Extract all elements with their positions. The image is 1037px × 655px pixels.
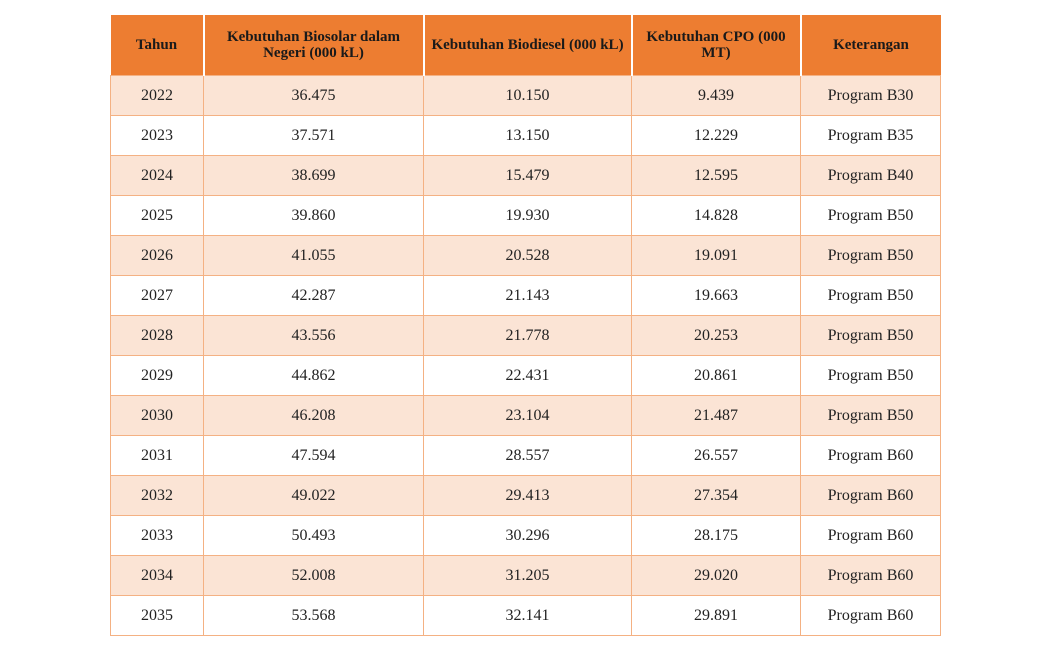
cell-year: 2030 <box>110 395 204 436</box>
header-row: Tahun Kebutuhan Biosolar dalam Negeri (0… <box>110 15 941 76</box>
cell-keterangan: Program B40 <box>800 155 941 196</box>
header-tahun: Tahun <box>110 15 205 76</box>
cell-keterangan: Program B60 <box>800 435 941 476</box>
cell-cpo: 26.557 <box>631 435 801 476</box>
cell-cpo: 12.229 <box>631 115 801 156</box>
cell-biosolar: 39.860 <box>203 195 424 236</box>
table-row: 2029 44.862 22.431 20.861 Program B50 <box>110 355 941 396</box>
cell-biodiesel: 20.528 <box>423 235 632 276</box>
cell-keterangan: Program B50 <box>800 395 941 436</box>
table-row: 2023 37.571 13.150 12.229 Program B35 <box>110 115 941 156</box>
cell-biodiesel: 10.150 <box>423 75 632 116</box>
biodiesel-demand-table: Tahun Kebutuhan Biosolar dalam Negeri (0… <box>110 15 941 636</box>
cell-keterangan: Program B50 <box>800 275 941 316</box>
cell-cpo: 12.595 <box>631 155 801 196</box>
cell-biodiesel: 23.104 <box>423 395 632 436</box>
table-row: 2027 42.287 21.143 19.663 Program B50 <box>110 275 941 316</box>
cell-biodiesel: 19.930 <box>423 195 632 236</box>
cell-keterangan: Program B60 <box>800 515 941 556</box>
cell-keterangan: Program B50 <box>800 195 941 236</box>
cell-keterangan: Program B50 <box>800 235 941 276</box>
cell-biosolar: 37.571 <box>203 115 424 156</box>
cell-year: 2023 <box>110 115 204 156</box>
cell-biosolar: 38.699 <box>203 155 424 196</box>
cell-year: 2026 <box>110 235 204 276</box>
table-row: 2022 36.475 10.150 9.439 Program B30 <box>110 75 941 116</box>
cell-keterangan: Program B35 <box>800 115 941 156</box>
table-row: 2028 43.556 21.778 20.253 Program B50 <box>110 315 941 356</box>
cell-year: 2029 <box>110 355 204 396</box>
cell-cpo: 20.253 <box>631 315 801 356</box>
cell-biosolar: 42.287 <box>203 275 424 316</box>
cell-biosolar: 36.475 <box>203 75 424 116</box>
cell-biodiesel: 32.141 <box>423 595 632 636</box>
table-row: 2026 41.055 20.528 19.091 Program B50 <box>110 235 941 276</box>
cell-biodiesel: 13.150 <box>423 115 632 156</box>
cell-year: 2022 <box>110 75 204 116</box>
cell-biodiesel: 28.557 <box>423 435 632 476</box>
cell-keterangan: Program B50 <box>800 355 941 396</box>
cell-cpo: 9.439 <box>631 75 801 116</box>
header-cpo: Kebutuhan CPO (000 MT) <box>631 15 802 76</box>
table-body: 2022 36.475 10.150 9.439 Program B30 2023 37.5… <box>110 75 941 636</box>
cell-biosolar: 47.594 <box>203 435 424 476</box>
cell-cpo: 27.354 <box>631 475 801 516</box>
cell-biosolar: 49.022 <box>203 475 424 516</box>
cell-year: 2032 <box>110 475 204 516</box>
cell-biodiesel: 22.431 <box>423 355 632 396</box>
table-row: 2025 39.860 19.930 14.828 Program B50 <box>110 195 941 236</box>
header-keterangan: Keterangan <box>800 15 941 76</box>
cell-year: 2033 <box>110 515 204 556</box>
cell-year: 2024 <box>110 155 204 196</box>
cell-biosolar: 46.208 <box>203 395 424 436</box>
table-row: 2032 49.022 29.413 27.354 Program B60 <box>110 475 941 516</box>
cell-cpo: 20.861 <box>631 355 801 396</box>
cell-keterangan: Program B60 <box>800 555 941 596</box>
table-row: 2024 38.699 15.479 12.595 Program B40 <box>110 155 941 196</box>
cell-biosolar: 44.862 <box>203 355 424 396</box>
cell-biodiesel: 29.413 <box>423 475 632 516</box>
cell-biodiesel: 31.205 <box>423 555 632 596</box>
cell-year: 2028 <box>110 315 204 356</box>
header-biodiesel: Kebutuhan Biodiesel (000 kL) <box>423 15 633 76</box>
cell-year: 2035 <box>110 595 204 636</box>
cell-cpo: 14.828 <box>631 195 801 236</box>
cell-biosolar: 52.008 <box>203 555 424 596</box>
cell-keterangan: Program B60 <box>800 595 941 636</box>
cell-year: 2025 <box>110 195 204 236</box>
table-row: 2031 47.594 28.557 26.557 Program B60 <box>110 435 941 476</box>
table-row: 2030 46.208 23.104 21.487 Program B50 <box>110 395 941 436</box>
cell-keterangan: Program B50 <box>800 315 941 356</box>
table-row: 2033 50.493 30.296 28.175 Program B60 <box>110 515 941 556</box>
cell-biosolar: 43.556 <box>203 315 424 356</box>
cell-biodiesel: 30.296 <box>423 515 632 556</box>
cell-keterangan: Program B60 <box>800 475 941 516</box>
table-header: Tahun Kebutuhan Biosolar dalam Negeri (0… <box>110 15 941 76</box>
header-biosolar: Kebutuhan Biosolar dalam Negeri (000 kL) <box>203 15 425 76</box>
cell-biodiesel: 21.143 <box>423 275 632 316</box>
table-row: 2034 52.008 31.205 29.020 Program B60 <box>110 555 941 596</box>
cell-year: 2031 <box>110 435 204 476</box>
cell-cpo: 19.091 <box>631 235 801 276</box>
cell-year: 2034 <box>110 555 204 596</box>
cell-cpo: 21.487 <box>631 395 801 436</box>
cell-biosolar: 50.493 <box>203 515 424 556</box>
cell-cpo: 29.020 <box>631 555 801 596</box>
cell-biosolar: 41.055 <box>203 235 424 276</box>
cell-cpo: 19.663 <box>631 275 801 316</box>
cell-biosolar: 53.568 <box>203 595 424 636</box>
cell-year: 2027 <box>110 275 204 316</box>
cell-cpo: 29.891 <box>631 595 801 636</box>
table-row: 2035 53.568 32.141 29.891 Program B60 <box>110 595 941 636</box>
cell-keterangan: Program B30 <box>800 75 941 116</box>
cell-cpo: 28.175 <box>631 515 801 556</box>
cell-biodiesel: 15.479 <box>423 155 632 196</box>
cell-biodiesel: 21.778 <box>423 315 632 356</box>
